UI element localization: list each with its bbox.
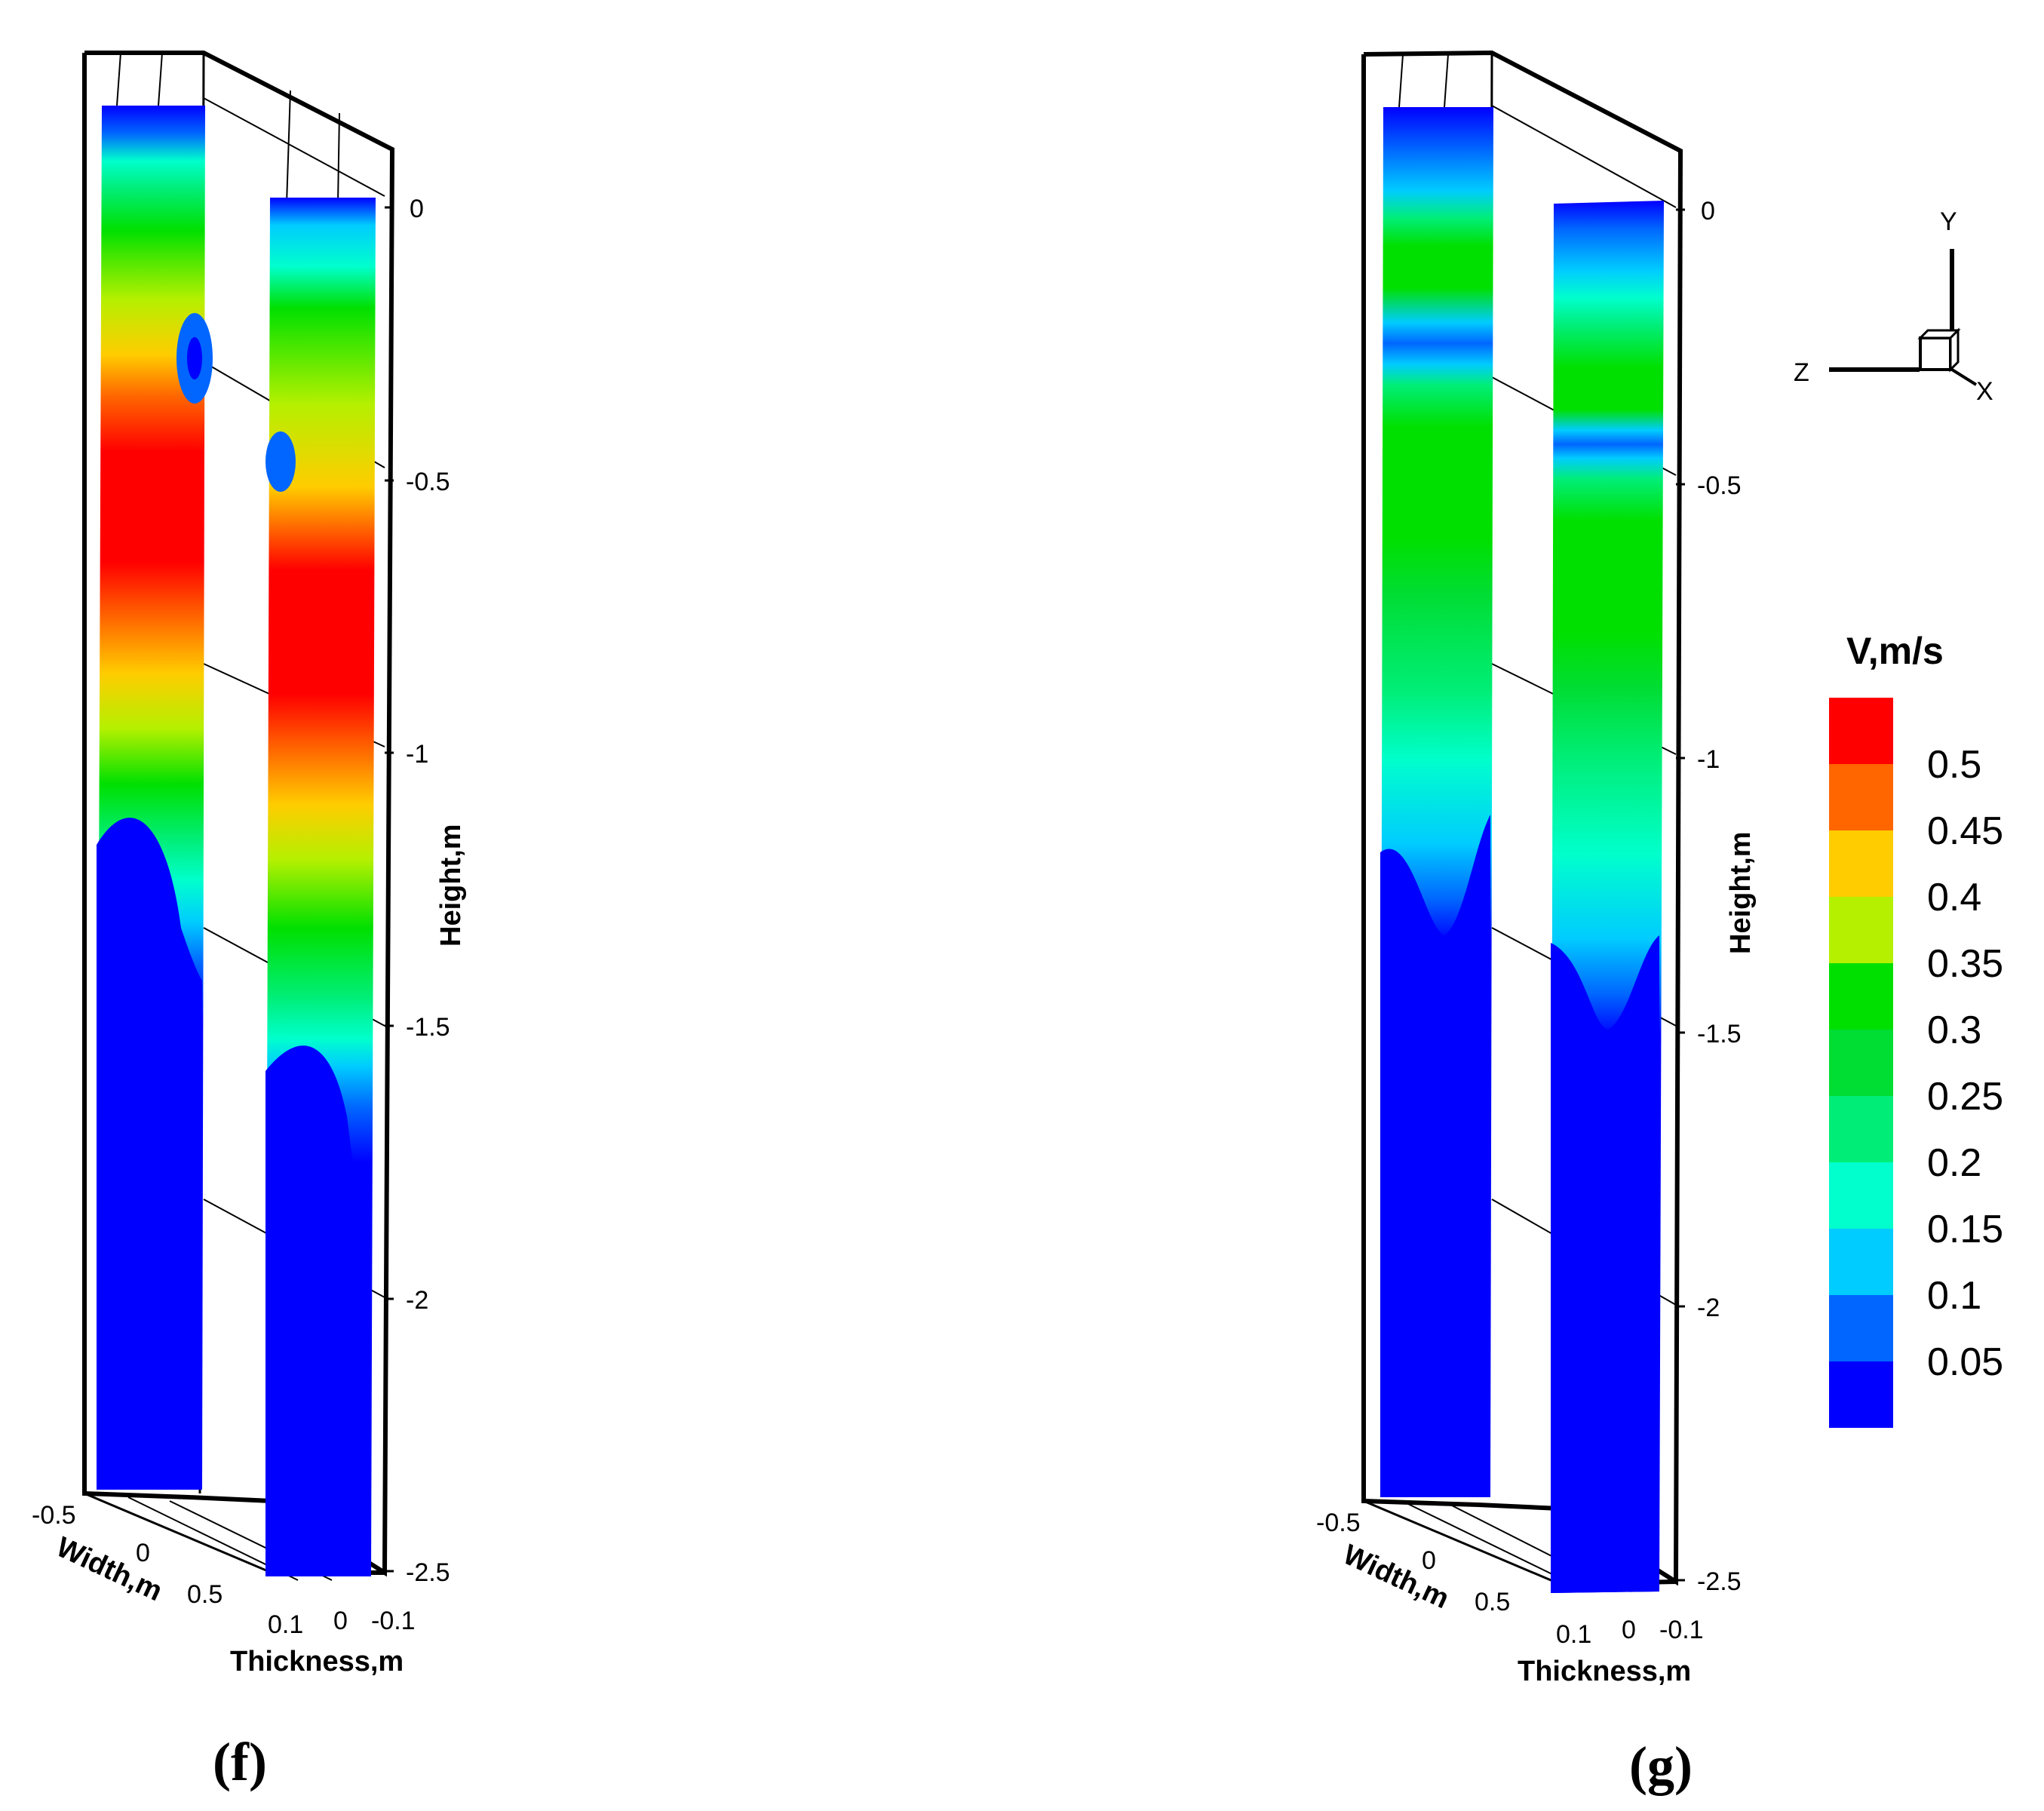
- panel-g-label: (g): [1629, 1736, 1693, 1796]
- panel-g-width-tick: -0.5: [1316, 1509, 1361, 1537]
- legend-swatch: [1829, 963, 1893, 1030]
- panel-f-thickness-tick: 0: [333, 1607, 348, 1635]
- panel-f-label: (f): [213, 1732, 267, 1792]
- legend-label: 0.3: [1927, 1008, 1981, 1052]
- legend-swatch: [1829, 1361, 1893, 1428]
- panel-g-height-axis: 0 -0.5 -1 -1.5 -2 -2.5 Height,m: [1676, 197, 1757, 1596]
- panel-g-height-tick: -1: [1697, 745, 1720, 774]
- legend-swatch: [1829, 1229, 1893, 1295]
- panel-f-height-tick: -1.5: [406, 1013, 450, 1042]
- panel-f-thickness-tick: 0.1: [268, 1610, 303, 1639]
- panel-g-height-tick: -2.5: [1697, 1567, 1742, 1596]
- panel-f-height-tick: -2: [406, 1286, 428, 1315]
- legend-swatches: [1829, 698, 1893, 1428]
- panel-g: 0 -0.5 -1 -1.5 -2 -2.5 Height,m -0.5 0 0…: [1316, 50, 1757, 1796]
- legend-label: 0.15: [1927, 1208, 2003, 1251]
- panel-g-width-tick: 0.5: [1475, 1588, 1510, 1616]
- panel-g-back-slice-bulge: [1380, 815, 1490, 1497]
- legend-swatch: [1829, 897, 1893, 963]
- legend-swatch: [1829, 1096, 1893, 1162]
- panel-f-height-tick: 0: [410, 195, 424, 223]
- triad-x-label: X: [1976, 377, 1993, 406]
- legend-label: 0.25: [1927, 1075, 2003, 1119]
- panel-f-height-tick: -2.5: [406, 1558, 450, 1587]
- panel-g-width-tick: 0: [1422, 1546, 1436, 1575]
- panel-f-height-title: Height,m: [435, 824, 467, 947]
- legend-label: 0.5: [1927, 743, 1981, 787]
- triad-y-label: Y: [1940, 207, 1957, 236]
- panel-f-thickness-tick: -0.1: [371, 1607, 416, 1635]
- legend-label: 0.4: [1927, 876, 1981, 919]
- legend-swatch: [1829, 1295, 1893, 1361]
- panel-g-thickness-axis: 0.1 0 -0.1 Thickness,m: [1518, 1616, 1704, 1687]
- panel-g-height-tick: -0.5: [1697, 471, 1742, 500]
- panel-f-front-slice-vortex: [265, 431, 296, 492]
- panel-f-width-tick: 0: [136, 1539, 150, 1567]
- panel-g-height-tick: 0: [1701, 197, 1715, 226]
- legend-label: 0.45: [1927, 809, 2003, 853]
- panel-f-width-tick: -0.5: [32, 1501, 76, 1530]
- panel-f-thickness-axis: 0.1 0 -0.1 Thickness,m: [230, 1607, 416, 1677]
- panel-g-width-axis: -0.5 0 0.5 Width,m: [1316, 1509, 1510, 1616]
- legend-title: V,m/s: [1846, 630, 1944, 672]
- legend-swatch: [1829, 698, 1893, 764]
- panel-g-height-tick: -2: [1697, 1294, 1720, 1322]
- panel-f-thickness-title: Thickness,m: [230, 1646, 404, 1677]
- panel-g-thickness-tick: -0.1: [1659, 1616, 1704, 1644]
- legend-label: 0.35: [1927, 942, 2003, 986]
- panel-g-thickness-title: Thickness,m: [1518, 1656, 1691, 1687]
- panel-g-thickness-tick: 0: [1622, 1616, 1636, 1644]
- color-legend: V,m/s 0.5 0.45 0.4 0.35 0.3 0.25 0.2 0.15 0.1 0.0…: [1829, 630, 2003, 1428]
- legend-swatch: [1829, 1030, 1893, 1096]
- legend-label: 0.2: [1927, 1141, 1981, 1185]
- legend-swatch: [1829, 1162, 1893, 1229]
- panel-g-height-tick: -1.5: [1697, 1020, 1742, 1048]
- panel-g-height-title: Height,m: [1725, 831, 1757, 954]
- panel-f-width-tick: 0.5: [187, 1580, 223, 1609]
- legend-labels: 0.5 0.45 0.4 0.35 0.3 0.25 0.2 0.15 0.1 0.05: [1927, 743, 2003, 1384]
- axis-triad: Y Z X: [1794, 207, 1993, 406]
- panel-f-height-axis: 0 -0.5 -1 -1.5 -2 -2.5 Height,m: [385, 195, 467, 1587]
- legend-label: 0.1: [1927, 1274, 1981, 1318]
- panel-f-back-slice-vortex-core: [187, 337, 202, 379]
- panel-g-front-slice-bulge: [1551, 935, 1659, 1593]
- panel-g-width-title: Width,m: [1338, 1539, 1453, 1615]
- legend-label: 0.05: [1927, 1340, 2003, 1384]
- legend-swatch: [1829, 764, 1893, 830]
- panel-f-back-slice-bulge: [97, 818, 202, 1490]
- panel-f-height-tick: -1: [406, 740, 428, 769]
- panel-g-thickness-tick: 0.1: [1556, 1620, 1591, 1649]
- panel-f-height-tick: -0.5: [406, 468, 450, 496]
- panel-f: 0 -0.5 -1 -1.5 -2 -2.5 Height,m -0.5 0 0…: [32, 51, 467, 1792]
- triad-z-label: Z: [1794, 358, 1809, 387]
- legend-swatch: [1829, 830, 1893, 897]
- panel-f-front-slice-bulge: [265, 1045, 371, 1576]
- panel-f-width-axis: -0.5 0 0.5 Width,m: [32, 1501, 223, 1609]
